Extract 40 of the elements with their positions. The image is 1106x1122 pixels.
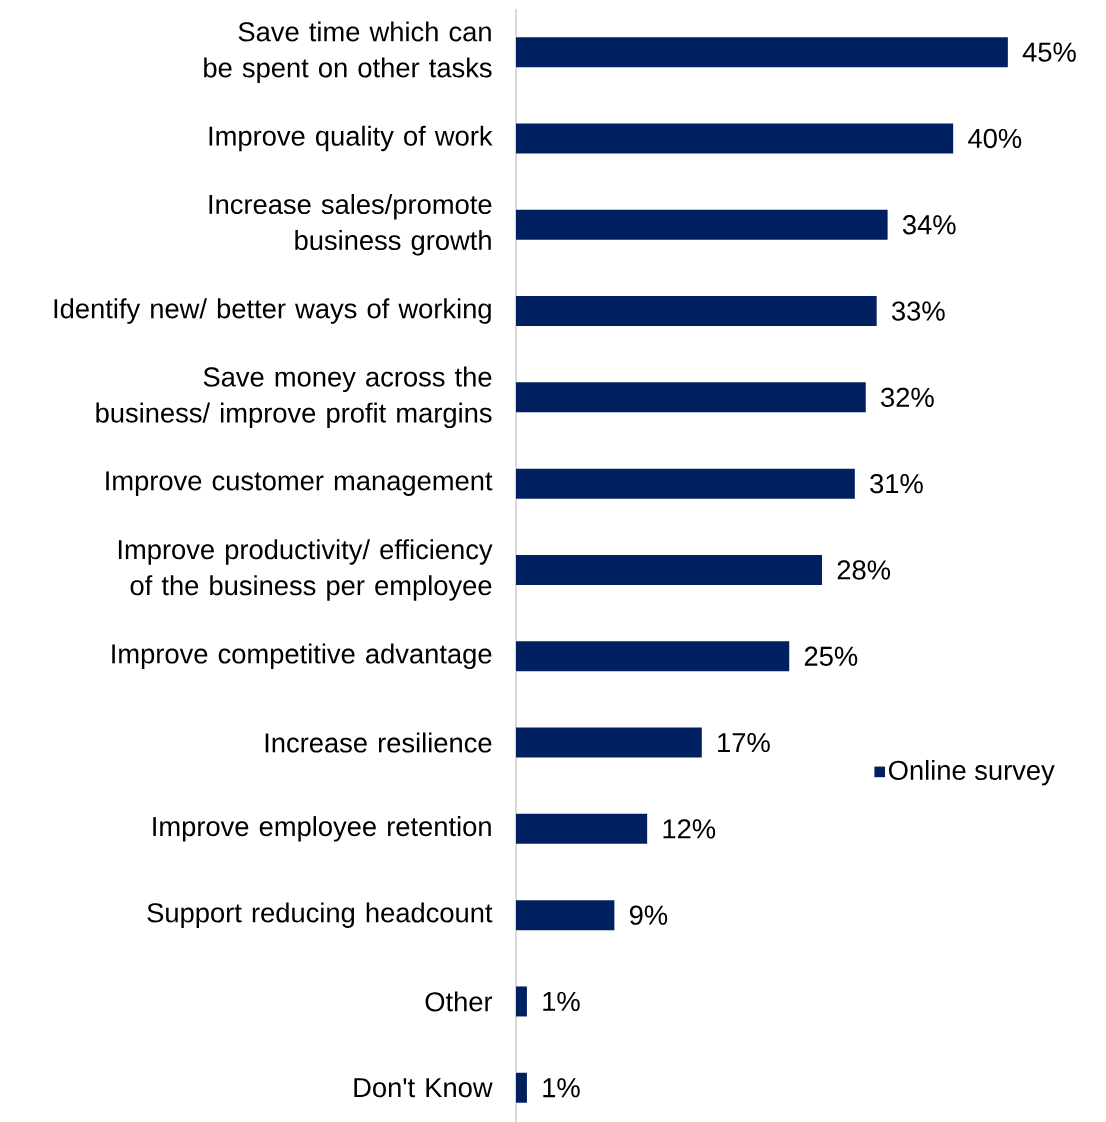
y-tick-label: Identify new/ better ways of working	[54, 298, 491, 324]
data-label: 31%	[870, 473, 923, 494]
y-tick-label: Increase sales/promote business growth	[209, 194, 492, 256]
y-tick-label: Improve employee retention	[153, 816, 491, 842]
data-label: 32%	[881, 387, 934, 408]
y-tick-label: Don't Know	[354, 1078, 493, 1098]
bar	[515, 468, 855, 499]
bar	[515, 209, 888, 240]
data-label: 1%	[543, 1078, 580, 1098]
y-tick-label: Improve productivity/ efficiency of the business per employee	[118, 539, 493, 601]
bar	[515, 1072, 527, 1103]
data-label: 25%	[804, 646, 858, 666]
data-label: 9%	[629, 905, 668, 925]
y-tick-label: Increase resilience	[265, 732, 492, 753]
bar	[515, 727, 702, 758]
data-label: 12%	[663, 819, 716, 839]
bar	[515, 900, 615, 931]
data-label: 34%	[902, 215, 956, 235]
data-label: 33%	[891, 301, 945, 321]
y-tick-label: Improve competitive advantage	[112, 643, 492, 669]
bar	[515, 986, 527, 1017]
y-tick-label: Other	[425, 991, 493, 1012]
legend-label: Online survey	[888, 759, 1055, 786]
data-label: 45%	[1022, 42, 1076, 62]
bar	[515, 813, 648, 844]
y-tick-label: Support reducing headcount	[147, 902, 493, 928]
data-label: 40%	[968, 128, 1022, 149]
data-label: 17%	[718, 732, 770, 753]
y-tick-label: Improve quality of work	[209, 125, 493, 152]
data-label: 1%	[543, 991, 580, 1012]
y-tick-label: Save money across the business/ improve profit margins	[96, 366, 492, 429]
bar	[515, 382, 866, 413]
data-label: 28%	[837, 560, 891, 580]
bar	[515, 554, 823, 585]
bar	[515, 641, 790, 672]
y-tick-label: Improve customer management	[106, 471, 493, 496]
bar	[515, 123, 954, 154]
y-tick-label: Save time which can be spent on other tasks	[204, 21, 492, 83]
bar	[515, 37, 1008, 68]
bar	[515, 296, 877, 327]
